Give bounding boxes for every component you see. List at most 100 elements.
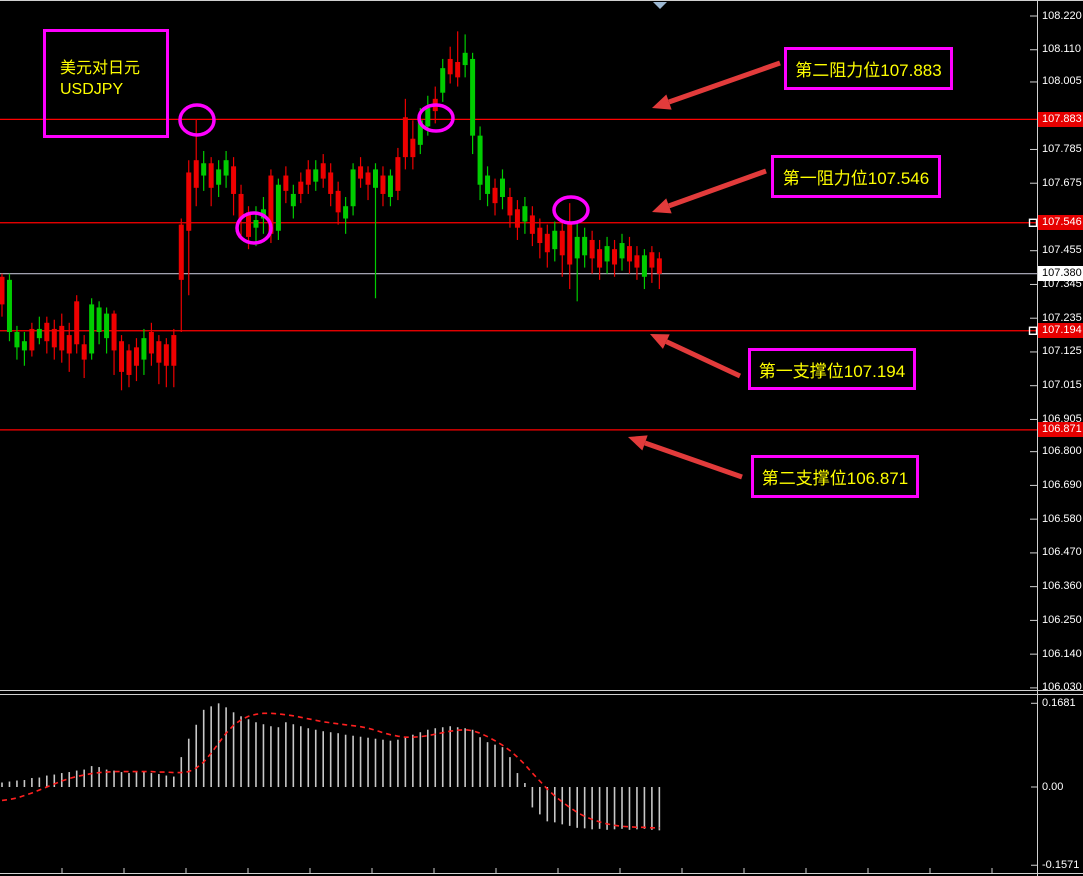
price-label: 107.345 <box>1042 277 1082 290</box>
candle-body <box>417 120 423 145</box>
candle-body <box>126 350 132 375</box>
annotation-arrow-shaft <box>668 168 767 209</box>
annotation-arrow-shaft <box>665 339 742 379</box>
candle-body <box>529 215 535 234</box>
candle-body <box>440 68 446 93</box>
annotation-arrow-head <box>652 198 672 214</box>
candle-body <box>74 301 80 345</box>
chart-shift-triangle-icon <box>653 2 667 9</box>
candle-body <box>298 181 304 194</box>
price-label: 106.360 <box>1042 580 1082 593</box>
candle-body <box>402 117 408 158</box>
candle-body <box>350 169 356 207</box>
label-box-1: 第一阻力位107.546 <box>771 155 941 198</box>
candle-body <box>133 347 139 366</box>
candle-body <box>104 313 110 339</box>
candle-body <box>141 338 147 360</box>
price-label: 107.015 <box>1042 379 1082 392</box>
candle-body <box>634 255 640 268</box>
indicator-axis-label: -0.1571 <box>1042 858 1080 871</box>
candle-body <box>582 236 588 256</box>
price-label: 108.220 <box>1042 9 1082 22</box>
candle-body <box>223 160 229 176</box>
candle-body <box>0 276 5 305</box>
level-price-tag: 107.546 <box>1038 215 1083 231</box>
price-label: 106.580 <box>1042 512 1082 525</box>
annotation-arrow-head <box>650 334 670 349</box>
indicator-axis-label: 0.00 <box>1042 780 1064 793</box>
candle-body <box>365 172 371 185</box>
label-box-2: 第一支撑位107.194 <box>748 348 916 390</box>
candle-body <box>36 328 42 339</box>
candle-body <box>208 163 214 188</box>
candle-body <box>619 243 625 259</box>
level-price-tag: 107.883 <box>1038 111 1083 127</box>
label-box-3: 第二支撑位106.871 <box>751 455 919 498</box>
candle-body <box>373 169 378 188</box>
candle-body <box>111 313 117 351</box>
candle-body <box>163 344 169 366</box>
price-label: 106.690 <box>1042 478 1082 491</box>
candle-body <box>477 135 483 185</box>
annotation-arrow-shaft <box>668 60 781 105</box>
price-label: 106.250 <box>1042 613 1082 626</box>
candle-body <box>649 252 655 268</box>
candle-body <box>59 325 65 351</box>
candle-body <box>380 175 386 194</box>
candle-body <box>231 166 237 194</box>
candle-body <box>425 108 431 127</box>
price-label: 106.905 <box>1042 412 1082 425</box>
candle-body <box>507 197 513 216</box>
candle-body <box>305 169 311 185</box>
level-price-tag: 106.871 <box>1038 422 1083 438</box>
price-label: 106.470 <box>1042 546 1082 559</box>
candle-body <box>626 246 632 262</box>
price-label: 107.125 <box>1042 345 1082 358</box>
candle-body <box>290 193 296 207</box>
candle-body <box>6 279 12 333</box>
candle-body <box>238 193 244 219</box>
candle-body <box>358 166 364 179</box>
price-label: 106.800 <box>1042 445 1082 458</box>
candle-body <box>21 341 27 351</box>
candle-body <box>253 220 259 228</box>
candle-body <box>119 341 125 372</box>
price-label: 108.005 <box>1042 75 1082 88</box>
candle-body <box>485 175 491 194</box>
highlight-circle <box>178 103 216 137</box>
price-label: 107.675 <box>1042 176 1082 189</box>
label-box-0: 第二阻力位107.883 <box>784 47 953 90</box>
candle-body <box>201 163 207 176</box>
highlight-circle <box>552 195 590 225</box>
candle-body <box>410 138 416 158</box>
price-label: 107.455 <box>1042 244 1082 257</box>
highlight-circle <box>417 103 455 133</box>
candle-body <box>470 58 476 136</box>
current-price-tag: 107.380 <box>1038 266 1083 282</box>
candle-body <box>559 230 565 256</box>
candle-body <box>275 184 281 231</box>
candle-body <box>552 230 558 250</box>
price-label: 106.030 <box>1042 681 1082 694</box>
symbol-title-cn: 美元对日元 <box>60 60 141 77</box>
annotation-arrow-shaft <box>644 440 743 480</box>
candle-body <box>514 209 520 228</box>
indicator-axis-label: 0.1681 <box>1042 696 1076 709</box>
candle-body <box>186 172 192 231</box>
candle-body <box>492 187 498 204</box>
candle-body <box>604 246 610 262</box>
candle-body <box>522 206 528 222</box>
candle-body <box>335 190 341 213</box>
candle-body <box>537 227 543 244</box>
candle-body <box>544 233 550 253</box>
candle-body <box>462 52 468 66</box>
candle-body <box>656 258 662 274</box>
annotation-arrow-head <box>628 435 648 451</box>
candle-body <box>387 175 393 198</box>
candle-body <box>641 255 647 277</box>
candle-body <box>313 169 319 182</box>
candle-body <box>178 224 184 280</box>
candle-body <box>395 157 401 191</box>
